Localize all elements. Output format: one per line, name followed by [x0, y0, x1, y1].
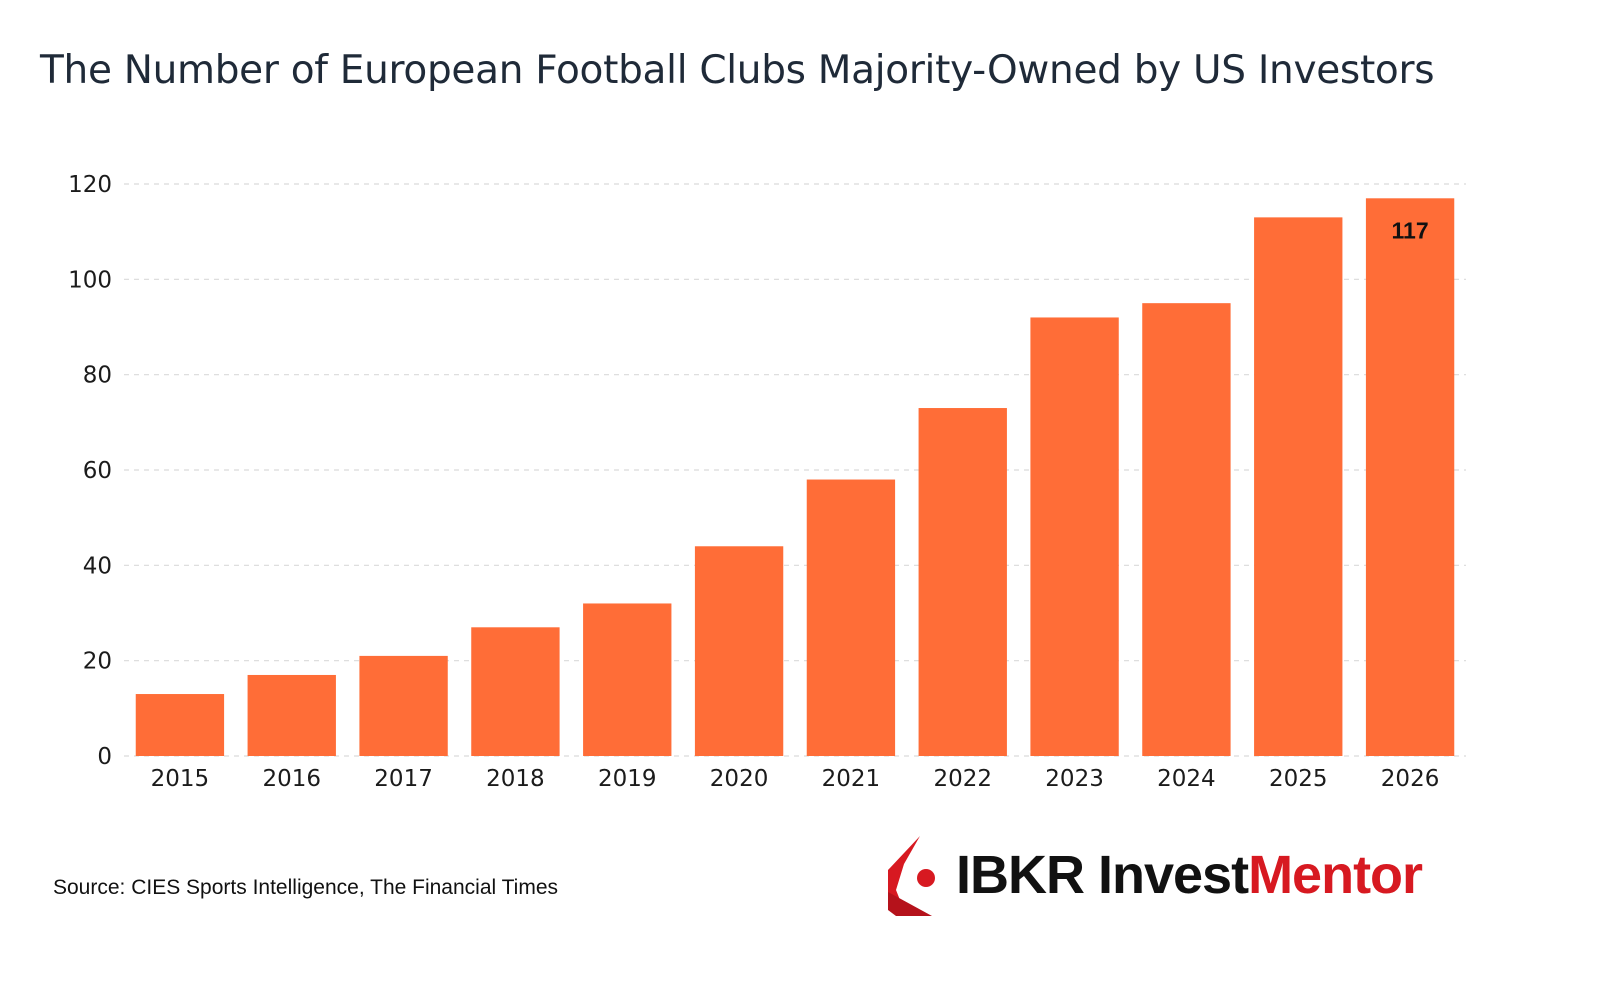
x-tick-label: 2022 [933, 766, 992, 792]
source-note: Source: CIES Sports Intelligence, The Fi… [53, 876, 559, 899]
y-tick-label: 100 [68, 267, 112, 293]
logo-wordmark: IBKR InvestMentor [956, 844, 1423, 906]
x-tick-label: 2016 [262, 766, 321, 792]
chart-title: The Number of European Football Clubs Ma… [40, 48, 1435, 93]
bar-2017 [359, 655, 448, 756]
y-tick-label: 80 [83, 363, 112, 389]
x-tick-label: 2023 [1045, 766, 1104, 792]
logo-text-mentor: Mentor [1248, 845, 1423, 905]
x-tick-label: 2017 [374, 766, 433, 792]
x-tick-label: 2026 [1381, 766, 1440, 792]
bar-2023 [1030, 317, 1119, 756]
bar-2022 [918, 408, 1007, 756]
data-labels: 117 [1392, 217, 1429, 243]
y-tick-label: 60 [83, 458, 112, 484]
y-tick-label: 20 [83, 649, 112, 675]
gridlines [124, 183, 1466, 757]
ibkr-logo-icon [888, 836, 935, 916]
bar-2025 [1254, 217, 1343, 756]
y-axis-ticks: 0 20 40 60 80 100 120 [68, 172, 112, 770]
bar-2019 [583, 603, 672, 756]
bar-2020 [694, 546, 784, 756]
x-tick-label: 2024 [1157, 766, 1216, 792]
data-label-2026: 117 [1392, 217, 1429, 243]
x-tick-label: 2021 [822, 766, 881, 792]
logo-text-ibkr-invest: IBKR Invest [956, 845, 1249, 905]
bar-2026 [1365, 198, 1455, 757]
x-tick-label: 2018 [486, 766, 545, 792]
x-tick-label: 2020 [710, 766, 769, 792]
x-axis-ticks: 2015 2016 2017 2018 2019 2020 2021 2022 2023 2024… [151, 766, 1440, 792]
bars [135, 198, 1455, 757]
x-tick-label: 2025 [1269, 766, 1328, 792]
x-tick-label: 2019 [598, 766, 657, 792]
y-tick-label: 40 [83, 553, 112, 579]
bar-2021 [806, 479, 896, 756]
y-tick-label: 120 [68, 172, 112, 198]
bar-2016 [247, 674, 336, 756]
y-tick-label: 0 [97, 744, 112, 770]
bar-2018 [471, 627, 560, 756]
bar-2024 [1142, 303, 1231, 756]
bar-2015 [135, 694, 225, 756]
x-tick-label: 2015 [151, 766, 210, 792]
